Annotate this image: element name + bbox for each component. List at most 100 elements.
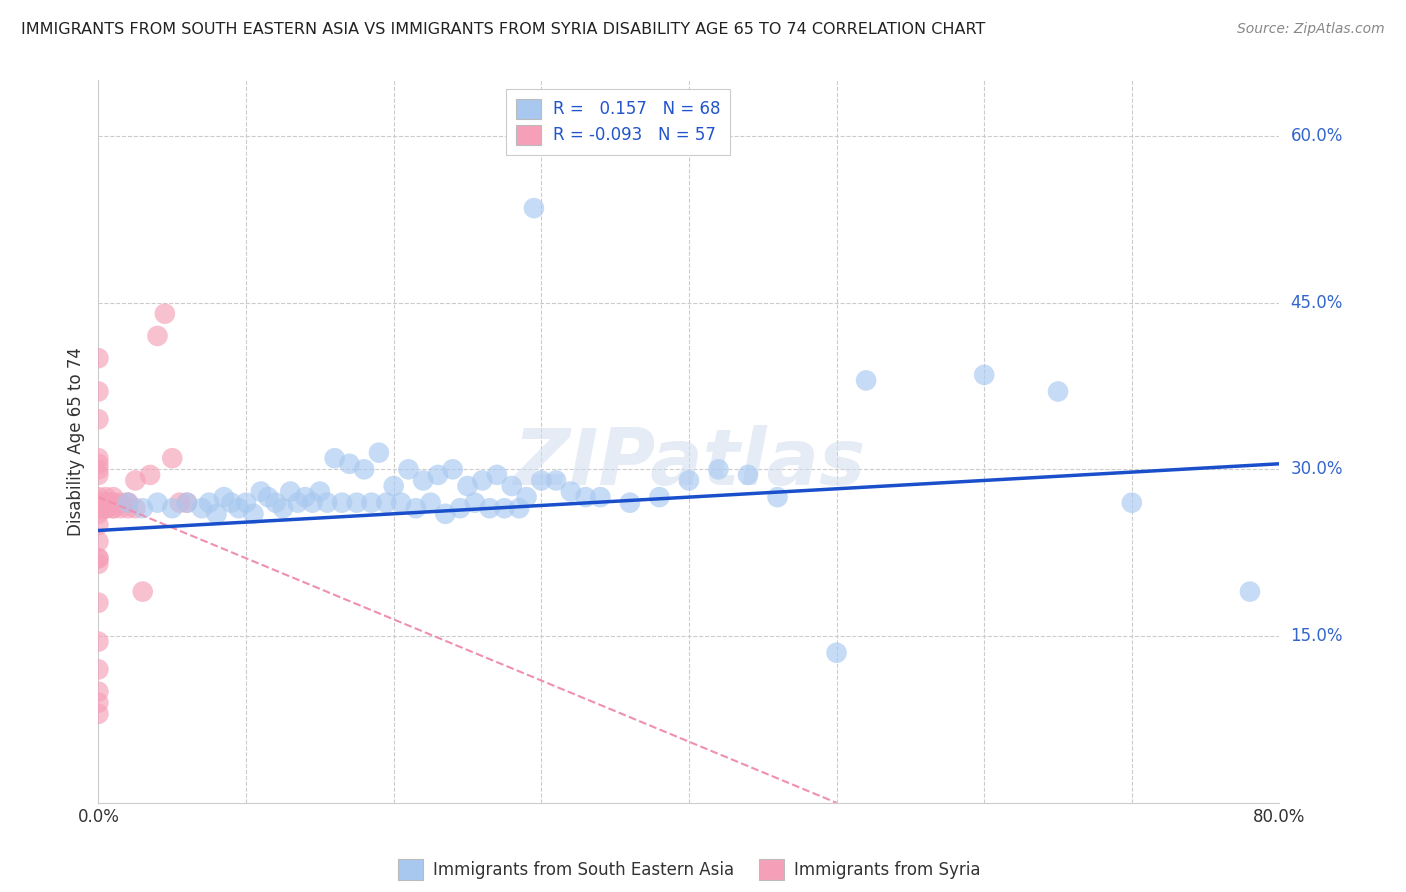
Point	[494, 501, 516, 516]
Point	[501, 479, 523, 493]
Point	[94, 501, 117, 516]
Point	[87, 634, 110, 648]
Text: Source: ZipAtlas.com: Source: ZipAtlas.com	[1237, 22, 1385, 37]
Point	[176, 496, 198, 510]
Point	[375, 496, 398, 510]
Point	[301, 496, 323, 510]
Point	[589, 490, 612, 504]
Point	[87, 551, 110, 566]
Point	[94, 496, 117, 510]
Point	[87, 557, 110, 571]
Point	[103, 496, 125, 510]
Point	[94, 501, 117, 516]
Point	[87, 501, 110, 516]
Point	[478, 501, 501, 516]
Point	[146, 329, 169, 343]
Point	[825, 646, 848, 660]
Point	[124, 501, 146, 516]
Point	[87, 462, 110, 476]
Point	[87, 496, 110, 510]
Point	[87, 507, 110, 521]
Point	[457, 479, 479, 493]
Point	[94, 496, 117, 510]
Point	[360, 496, 382, 510]
Point	[87, 551, 110, 566]
Point	[427, 467, 450, 482]
Point	[766, 490, 789, 504]
Text: 60.0%: 60.0%	[1291, 127, 1343, 145]
Text: 30.0%: 30.0%	[1291, 460, 1343, 478]
Point	[87, 501, 110, 516]
Point	[294, 490, 316, 504]
Point	[1121, 496, 1143, 510]
Point	[198, 496, 221, 510]
Point	[316, 496, 339, 510]
Point	[87, 496, 110, 510]
Point	[169, 496, 191, 510]
Point	[103, 501, 125, 516]
Point	[737, 467, 759, 482]
Point	[419, 496, 441, 510]
Point	[162, 451, 183, 466]
Point	[87, 696, 110, 710]
Point	[523, 201, 546, 215]
Point	[1239, 584, 1261, 599]
Point	[124, 474, 146, 488]
Point	[546, 474, 568, 488]
Point	[287, 496, 309, 510]
Point	[235, 496, 257, 510]
Point	[87, 384, 110, 399]
Point	[87, 501, 110, 516]
Point	[471, 474, 494, 488]
Point	[309, 484, 332, 499]
Point	[973, 368, 995, 382]
Point	[87, 517, 110, 532]
Point	[449, 501, 471, 516]
Point	[117, 501, 139, 516]
Y-axis label: Disability Age 65 to 74: Disability Age 65 to 74	[67, 347, 86, 536]
Text: ZIPatlas: ZIPatlas	[513, 425, 865, 501]
Point	[250, 484, 273, 499]
Point	[176, 496, 198, 510]
Point	[389, 496, 412, 510]
Point	[132, 584, 155, 599]
Point	[87, 596, 110, 610]
Point	[398, 462, 420, 476]
Point	[353, 462, 375, 476]
Point	[678, 474, 700, 488]
Point	[228, 501, 250, 516]
Point	[94, 490, 117, 504]
Point	[87, 496, 110, 510]
Text: 45.0%: 45.0%	[1291, 293, 1343, 311]
Point	[117, 496, 139, 510]
Point	[87, 351, 110, 366]
Point	[855, 373, 877, 387]
Point	[486, 467, 509, 482]
Point	[264, 496, 287, 510]
Point	[87, 496, 110, 510]
Point	[212, 490, 235, 504]
Point	[257, 490, 280, 504]
Point	[280, 484, 302, 499]
Point	[87, 496, 110, 510]
Point	[339, 457, 361, 471]
Point	[103, 490, 125, 504]
Point	[530, 474, 553, 488]
Point	[94, 501, 117, 516]
Point	[330, 496, 353, 510]
Point	[139, 467, 162, 482]
Point	[412, 474, 434, 488]
Point	[117, 496, 139, 510]
Point	[153, 307, 176, 321]
Point	[242, 507, 264, 521]
Point	[87, 451, 110, 466]
Point	[87, 457, 110, 471]
Point	[619, 496, 641, 510]
Point	[103, 501, 125, 516]
Point	[87, 490, 110, 504]
Point	[648, 490, 671, 504]
Point	[87, 467, 110, 482]
Point	[132, 501, 155, 516]
Point	[87, 412, 110, 426]
Point	[117, 496, 139, 510]
